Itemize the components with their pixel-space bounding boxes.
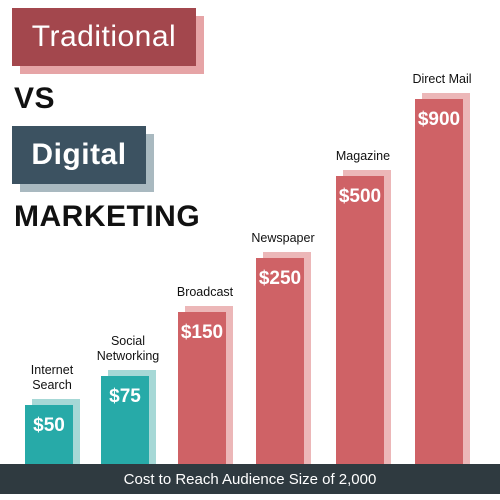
bar-category-label: Search <box>32 378 72 392</box>
bar-value-label: $75 <box>109 386 141 407</box>
digital-title: Digital <box>12 126 146 184</box>
bar-category-label: Networking <box>97 349 160 363</box>
bar-category-label: Newspaper <box>251 231 314 245</box>
bar-value-label: $900 <box>418 109 460 130</box>
bar-direct-mail <box>415 99 463 464</box>
bar-newspaper <box>256 258 304 464</box>
bar-category-label: Internet <box>31 363 74 377</box>
traditional-title: Traditional <box>12 8 196 66</box>
bar-category-label: Direct Mail <box>412 72 471 86</box>
chart-x-axis-label: Cost to Reach Audience Size of 2,000 <box>0 464 500 494</box>
bar-category-label: Social <box>111 334 145 348</box>
bar-value-label: $50 <box>33 415 65 436</box>
bar-value-label: $150 <box>181 322 223 343</box>
bar-value-label: $500 <box>339 186 381 207</box>
vs-title: VS <box>14 82 56 115</box>
bar-broadcast <box>178 312 226 464</box>
marketing-title: MARKETING <box>14 200 201 233</box>
bar-value-label: $250 <box>259 268 301 289</box>
bar-category-label: Broadcast <box>177 285 234 299</box>
bar-magazine <box>336 176 384 464</box>
bar-social-networking <box>101 376 149 464</box>
bar-category-label: Magazine <box>336 149 390 163</box>
bar-internet-search <box>25 405 73 464</box>
